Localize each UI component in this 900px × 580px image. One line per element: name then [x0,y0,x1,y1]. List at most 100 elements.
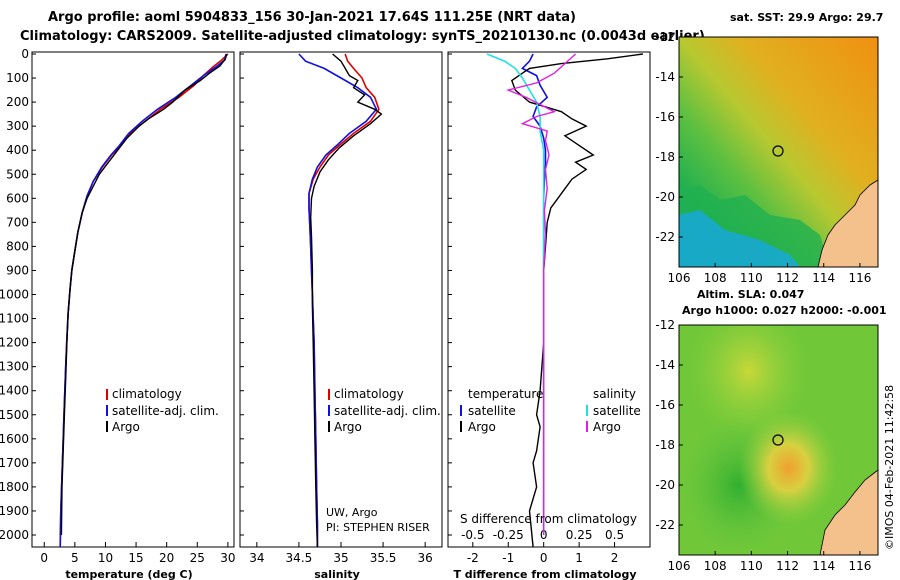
temperature-legend: climatology satellite-adj. clim. Argo [106,387,219,434]
credit-pi: PI: STEPHEN RISER [326,521,430,534]
series-line-salinity-argo [505,53,577,535]
temperature-panel-frame [31,51,235,548]
depth-tick-label: 1600 [0,432,29,446]
sst-map [678,36,879,268]
sst-map-frame [678,36,879,268]
depth-tick-label: 800 [6,239,29,253]
depth-tick-label: 1500 [0,408,29,422]
sst-map-title: sat. SST: 29.9 Argo: 29.7 [730,11,883,24]
depth-tick-label: 1900 [0,504,29,518]
x-tick-label: 36 [418,551,433,565]
lat-tick-label: -22 [655,518,675,532]
x-tick-label: 5 [71,551,79,565]
x-tick-label: 30 [220,551,235,565]
lat-tick-label: -20 [655,190,675,204]
difference-plot: -2 -1 0 1 2 T difference from climatology -0.5… [453,53,643,580]
x-tick-label: -2 [467,551,479,565]
x-axis-label: T difference from climatology [453,568,636,580]
lon-tick-label: 106 [668,271,691,285]
series-line-salinity-satellite [486,53,545,535]
depth-tick-label: 1300 [0,360,29,374]
lat-tick-label: -18 [655,438,675,452]
float-location-marker [772,434,784,446]
legend-temp-header: temperature [468,387,543,401]
depth-tick-label: 600 [6,191,29,205]
salinity-plot: 34 34.5 35 35.5 36 salinity [249,53,433,580]
lat-tick-label: -14 [655,358,675,372]
lat-tick-label: -22 [655,230,675,244]
legend-temp-argo-label: Argo [468,420,496,434]
legend-clim-label: climatology [334,387,404,401]
series-line-argo [60,53,228,536]
salinity-legend: climatology satellite-adj. clim. Argo UW… [326,387,441,534]
x-tick-label: 35 [333,551,348,565]
credit-uw-argo: UW, Argo [326,506,378,519]
difference-legend: temperature satellite Argo salinity sate… [460,387,641,526]
temperature-plot: 0 5 10 15 20 25 30 temperature (deg C) [40,53,236,580]
lon-tick-label: 116 [848,559,871,573]
lon-tick-label: 110 [740,271,763,285]
s-tick-label: 0.25 [566,528,593,542]
x-axis-label: temperature (deg C) [65,568,192,580]
s-tick-label: 0.5 [605,528,624,542]
s-tick-label: -0.25 [493,528,524,542]
legend-sal-sat-label: satellite [593,404,641,418]
salinity-panel-frame [239,51,443,548]
lon-tick-label: 116 [848,271,871,285]
x-tick-label: 34.5 [286,551,313,565]
series-line-climatology [308,53,380,547]
sla-title-line-1: Altim. SLA: 0.047 [697,288,804,301]
depth-tick-label: 1400 [0,384,29,398]
lon-tick-label: 112 [776,559,799,573]
x-tick-label: 35.5 [370,551,397,565]
sla-map-frame [678,324,879,556]
legend-sat-label: satellite-adj. clim. [334,404,441,418]
depth-tick-label: 400 [6,143,29,157]
depth-tick-label: 1200 [0,336,29,350]
x-tick-label: 15 [128,551,143,565]
depth-axis: 0 100 200 300 400 500 600 700 800 900 1000 1100 1200… [0,47,452,542]
sla-title-line-2: Argo h1000: 0.027 h2000: -0.001 [682,304,887,317]
series-line-argo [309,53,383,548]
x-tick-label: 10 [98,551,113,565]
title-line-1: Argo profile: aoml 5904833_156 30-Jan-20… [48,10,576,25]
x-tick-label: 25 [190,551,205,565]
depth-tick-label: 1700 [0,456,29,470]
lat-tick-label: -16 [655,398,675,412]
depth-tick-label: 1100 [0,312,29,326]
depth-tick-label: 200 [6,95,29,109]
lat-tick-label: -16 [655,110,675,124]
depth-tick-label: 500 [6,167,29,181]
s-tick-label: -0.5 [461,528,484,542]
x-axis-label: salinity [314,568,360,580]
legend-sat-label: satellite-adj. clim. [112,404,219,418]
lon-tick-label: 108 [704,559,727,573]
series-line-climatology [59,53,229,548]
sst-cold-water [679,210,800,267]
legend-sal-header: salinity [593,387,636,401]
lat-tick-label: -20 [655,478,675,492]
depth-tick-label: 100 [6,71,29,85]
imos-credit: ©IMOS 04-Feb-2021 11:42:58 [883,385,896,550]
depth-tick-label: 300 [6,119,29,133]
sla-map [678,324,879,556]
depth-tick-label: 900 [6,263,29,277]
series-line-satellite-adj-clim- [59,53,227,548]
lat-tick-label: -18 [655,150,675,164]
x-tick-label: -1 [502,551,514,565]
x-tick-label: 1 [575,551,583,565]
lon-tick-label: 110 [740,559,763,573]
lon-tick-label: 106 [668,559,691,573]
lon-tick-label: 112 [776,271,799,285]
x-tick-label: 34 [249,551,264,565]
title-line-2: Climatology: CARS2009. Satellite-adjuste… [20,29,705,44]
map-axes: 106 108 110 112 114 116 -12 -14 -16 -18 -20 -22 106 1… [655,30,871,573]
difference-panel-frame [447,51,651,548]
lat-tick-label: -12 [655,318,675,332]
lon-tick-label: 108 [704,271,727,285]
depth-tick-label: 1000 [0,288,29,302]
depth-tick-label: 700 [6,215,29,229]
legend-sal-argo-label: Argo [593,420,621,434]
legend-argo-label: Argo [112,420,140,434]
